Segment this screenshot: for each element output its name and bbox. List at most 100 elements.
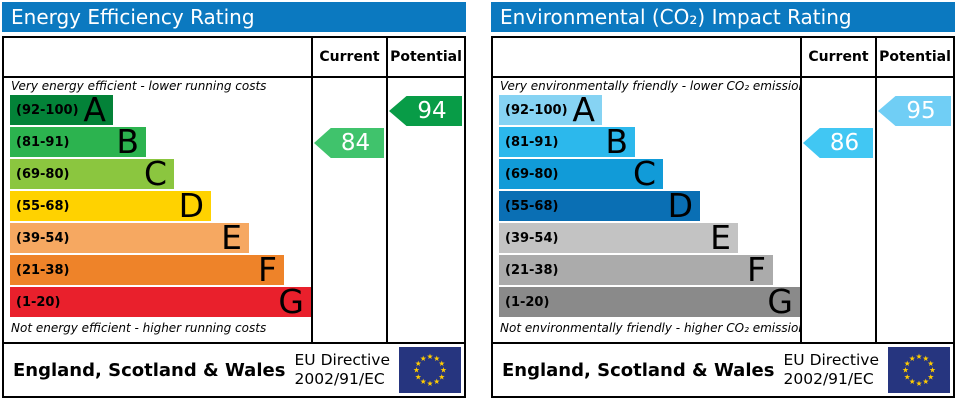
potential-rating-arrow: 94 — [389, 96, 462, 126]
empty-header-cell — [493, 38, 800, 76]
svg-text:★: ★ — [438, 359, 445, 368]
bottom-caption: Not environmentally friendly - higher CO… — [500, 321, 800, 335]
current-cell: 84 — [311, 78, 386, 342]
svg-text:★: ★ — [929, 366, 936, 375]
eu-directive-label: EU Directive 2002/91/EC — [784, 351, 880, 389]
eu-directive-label: EU Directive 2002/91/EC — [295, 351, 391, 389]
band-range-label: (69-80) — [16, 166, 70, 182]
band-a: (92-100) A — [499, 90, 602, 129]
svg-text:★: ★ — [916, 379, 923, 388]
eu-directive-line2: 2002/91/EC — [294, 370, 385, 388]
band-c: (69-80) C — [10, 154, 174, 193]
footer: England, Scotland & Wales EU Directive 2… — [491, 342, 955, 398]
svg-text:★: ★ — [438, 372, 445, 381]
footer: England, Scotland & Wales EU Directive 2… — [2, 342, 466, 398]
svg-text:★: ★ — [916, 352, 923, 361]
panel-title: Environmental (CO₂) Impact Rating — [491, 2, 955, 32]
band-letter: C — [143, 154, 167, 193]
band-range-label: (39-54) — [505, 230, 559, 246]
top-caption: Very environmentally friendly - lower CO… — [500, 79, 800, 93]
band-range-label: (81-91) — [505, 134, 559, 150]
eu-directive-line1: EU Directive — [294, 351, 391, 370]
potential-rating-arrow: 95 — [878, 96, 951, 126]
svg-text:★: ★ — [415, 359, 422, 368]
band-letter: C — [632, 154, 656, 193]
svg-text:★: ★ — [433, 354, 440, 363]
svg-text:★: ★ — [420, 354, 427, 363]
band-letter: D — [178, 186, 204, 225]
band-range-label: (81-91) — [16, 134, 70, 150]
potential-cell: 94 — [386, 78, 464, 342]
eu-flag-icon: ★ ★★★★★★★★★★★ — [888, 347, 950, 393]
svg-text:★: ★ — [413, 366, 420, 375]
svg-text:★: ★ — [904, 372, 911, 381]
region-label: England, Scotland & Wales — [502, 359, 775, 381]
environmental-impact-rating-panel: Environmental (CO₂) Impact Rating Curren… — [491, 2, 955, 398]
band-b: (81-91) B — [499, 122, 635, 161]
band-range-label: (39-54) — [16, 230, 70, 246]
band-letter: G — [278, 282, 304, 321]
potential-column-header: Potential — [875, 38, 953, 76]
band-range-label: (1-20) — [16, 294, 61, 310]
eu-flag-icon: ★ ★★★★★★★★★★★ — [399, 347, 461, 393]
bands-column: Very energy efficient - lower running co… — [4, 78, 311, 342]
bands-column: Very environmentally friendly - lower CO… — [493, 78, 800, 342]
eu-directive-line2: 2002/91/EC — [783, 370, 874, 388]
svg-text:★: ★ — [904, 359, 911, 368]
band-range-label: (21-38) — [505, 262, 559, 278]
potential-column-header: Potential — [386, 38, 464, 76]
bottom-caption: Not energy efficient - higher running co… — [11, 321, 267, 335]
svg-text:★: ★ — [927, 372, 934, 381]
band-range-label: (92-100) — [505, 102, 568, 118]
current-cell: 86 — [800, 78, 875, 342]
band-c: (69-80) C — [499, 154, 663, 193]
band-g: (1-20) G — [10, 282, 311, 321]
band-letter: E — [221, 218, 242, 257]
svg-text:★: ★ — [902, 366, 909, 375]
band-g: (1-20) G — [499, 282, 800, 321]
eu-directive-line1: EU Directive — [783, 351, 880, 370]
table-body: Very environmentally friendly - lower CO… — [493, 78, 953, 342]
band-letter: F — [747, 250, 766, 289]
table-body: Very energy efficient - lower running co… — [4, 78, 464, 342]
band-d: (55-68) D — [499, 189, 700, 222]
band-letter: B — [605, 122, 628, 161]
current-rating-arrow: 84 — [314, 128, 384, 158]
band-letter: A — [83, 90, 106, 129]
panel-title: Energy Efficiency Rating — [2, 2, 466, 32]
band-range-label: (1-20) — [505, 294, 550, 310]
potential-cell: 95 — [875, 78, 953, 342]
svg-text:★: ★ — [427, 352, 434, 361]
current-rating-arrow: 86 — [803, 128, 873, 158]
current-column-header: Current — [311, 38, 386, 76]
band-range-label: (55-68) — [505, 198, 559, 214]
svg-text:★: ★ — [927, 359, 934, 368]
band-d: (55-68) D — [10, 186, 211, 225]
bands: (92-100) A (81-91) B (69-80) C (55-68) D (39-54)… — [4, 90, 311, 321]
svg-text:★: ★ — [909, 354, 916, 363]
region-label: England, Scotland & Wales — [13, 359, 286, 381]
current-column-header: Current — [800, 38, 875, 76]
band-f: (21-38) F — [499, 250, 773, 289]
band-range-label: (69-80) — [505, 166, 559, 182]
band-range-label: (21-38) — [16, 262, 70, 278]
svg-text:★: ★ — [420, 377, 427, 386]
band-letter: A — [572, 90, 595, 129]
band-range-label: (55-68) — [16, 198, 70, 214]
band-letter: G — [767, 282, 793, 321]
energy-efficiency-rating-panel: Energy Efficiency Rating Current Potenti… — [2, 2, 466, 398]
svg-text:★: ★ — [433, 377, 440, 386]
band-f: (21-38) F — [10, 253, 284, 286]
band-e: (39-54) E — [499, 221, 738, 254]
svg-text:★: ★ — [440, 366, 447, 375]
rating-table: Current Potential Very energy efficient … — [2, 36, 466, 344]
band-e: (39-54) E — [10, 218, 249, 257]
band-range-label: (92-100) — [16, 102, 79, 118]
svg-text:★: ★ — [922, 377, 929, 386]
svg-text:★: ★ — [415, 372, 422, 381]
rating-table: Current Potential Very environmentally f… — [491, 36, 955, 344]
svg-text:★: ★ — [427, 379, 434, 388]
empty-header-cell — [4, 38, 311, 76]
band-a: (92-100) A — [10, 90, 113, 129]
